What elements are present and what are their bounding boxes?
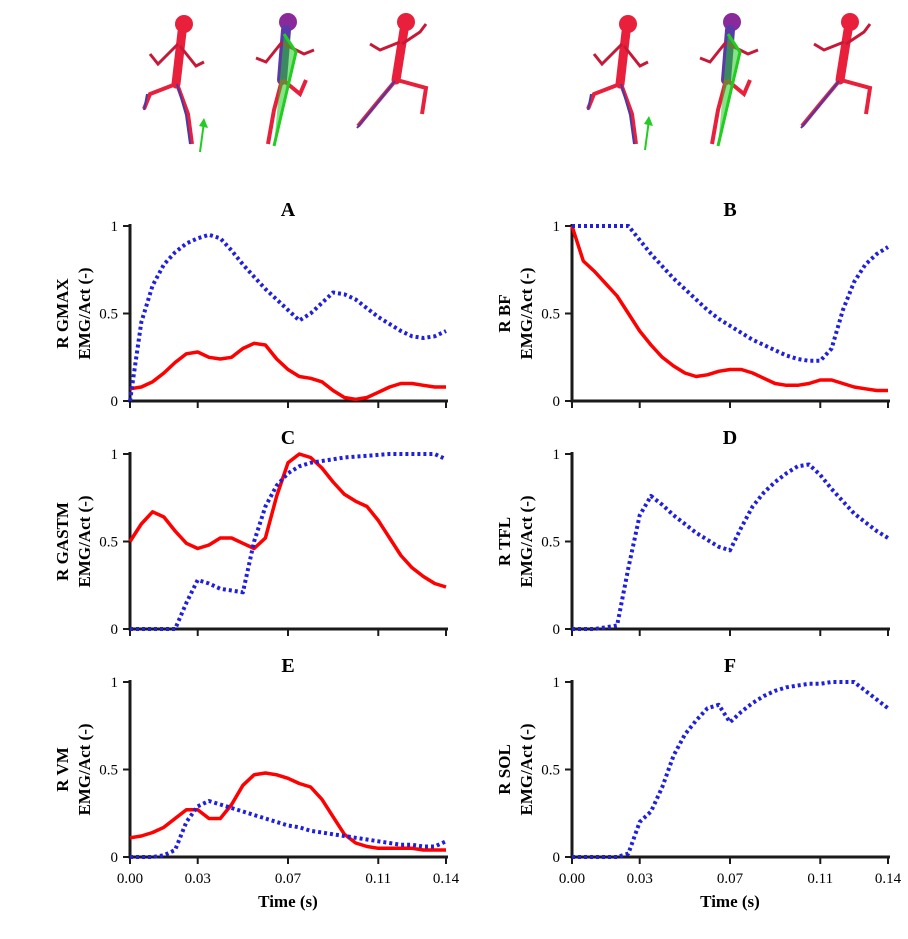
skeleton-pose	[357, 13, 426, 128]
y-axis-label: EMG/Act (-)	[517, 267, 536, 359]
series-line-emg	[128, 452, 447, 589]
y-tick-label: 1	[111, 675, 119, 691]
x-axis-label: Time (s)	[700, 892, 760, 911]
panel-title: A	[281, 199, 296, 221]
y-tick-label: 0	[553, 850, 561, 866]
skeleton-pose	[144, 15, 204, 144]
force-arrow-head	[199, 118, 208, 128]
y-tick-label: 1	[111, 219, 119, 235]
series-line-emg	[129, 341, 446, 402]
y-axis-label: R BF	[495, 294, 514, 332]
series-line-emg	[570, 225, 888, 393]
panel-title: C	[281, 427, 295, 449]
skeleton-pose	[801, 13, 870, 128]
y-tick-label: 0.5	[541, 307, 560, 323]
x-tick-label: 0.07	[275, 871, 302, 887]
force-arrow-head	[644, 116, 653, 126]
y-axis-label: EMG/Act (-)	[75, 495, 94, 587]
x-axis-label: Time (s)	[258, 892, 318, 911]
series-line-activation	[130, 799, 447, 859]
chart-panel: B 0 0.5 1 R BF EMG/Act (-)	[495, 199, 890, 410]
series-line-activation	[572, 462, 890, 631]
y-axis-label: EMG/Act (-)	[75, 267, 94, 359]
series-line-activation	[128, 232, 447, 402]
x-tick-label: 0.11	[365, 871, 391, 887]
y-axis-label: R GMAX	[53, 278, 72, 349]
y-tick-label: 0	[553, 622, 561, 638]
series-line-activation	[130, 452, 447, 631]
chart-panel: C 0 0.5 1 R GASTM EMG/Act (-)	[53, 427, 448, 638]
chart-panel: F 0 0.5 1 0.00 0.03 0.07 0.11 0.14 Time (s) R SOL E…	[495, 655, 902, 911]
chart-panel: E 0 0.5 1 0.00 0.03 0.07 0.11 0.14 Time (s) R VM EM…	[53, 655, 460, 911]
y-axis-label: R VM	[53, 747, 72, 792]
y-tick-label: 0	[111, 850, 119, 866]
y-tick-label: 1	[553, 219, 561, 235]
y-tick-label: 0.5	[99, 535, 118, 551]
skeleton-pose	[256, 13, 314, 146]
x-tick-label: 0.03	[627, 871, 653, 887]
y-axis-label: EMG/Act (-)	[75, 723, 94, 815]
series-line-emg	[129, 771, 446, 852]
y-axis-label: R SOL	[495, 744, 514, 795]
x-tick-label: 0.14	[433, 871, 460, 887]
y-tick-label: 0	[553, 394, 561, 410]
y-axis-label: R GASTM	[53, 502, 72, 581]
x-tick-label: 0.00	[559, 871, 585, 887]
y-tick-label: 0.5	[99, 307, 118, 323]
x-tick-label: 0.11	[807, 871, 833, 887]
panel-title: F	[724, 655, 736, 677]
chart-panel: D 0 0.5 1 R TFL EMG/Act (-)	[495, 427, 890, 638]
panel-title: E	[281, 655, 294, 677]
skeleton-strip	[144, 13, 870, 153]
y-tick-label: 0.5	[541, 763, 560, 779]
y-tick-label: 1	[553, 675, 561, 691]
x-tick-label: 0.03	[185, 871, 211, 887]
x-tick-label: 0.07	[717, 871, 744, 887]
y-tick-label: 0	[111, 622, 119, 638]
chart-panel: A 0 0.5 1 R GMAX EMG/Act (-)	[53, 199, 448, 410]
y-tick-label: 0.5	[541, 535, 560, 551]
y-axis-label: EMG/Act (-)	[517, 723, 536, 815]
panel-title: B	[723, 199, 736, 221]
y-tick-label: 0.5	[99, 763, 118, 779]
y-tick-label: 0	[111, 394, 119, 410]
y-axis-label: EMG/Act (-)	[517, 495, 536, 587]
force-arrow	[644, 119, 650, 151]
x-tick-label: 0.00	[117, 871, 143, 887]
x-tick-label: 0.14	[875, 871, 902, 887]
force-arrow	[199, 121, 205, 153]
y-axis-label: R TFL	[495, 517, 514, 566]
series-line-activation	[572, 224, 890, 363]
charts-grid: A00.51R GMAX EMG/Act (-)B00.51R BF EMG/Act…	[53, 199, 902, 911]
y-tick-label: 1	[111, 447, 119, 463]
panel-title: D	[723, 427, 737, 449]
skeleton-pose	[700, 13, 758, 146]
series-line-activation	[572, 680, 890, 859]
y-tick-label: 1	[553, 447, 561, 463]
skeleton-pose	[588, 15, 648, 144]
